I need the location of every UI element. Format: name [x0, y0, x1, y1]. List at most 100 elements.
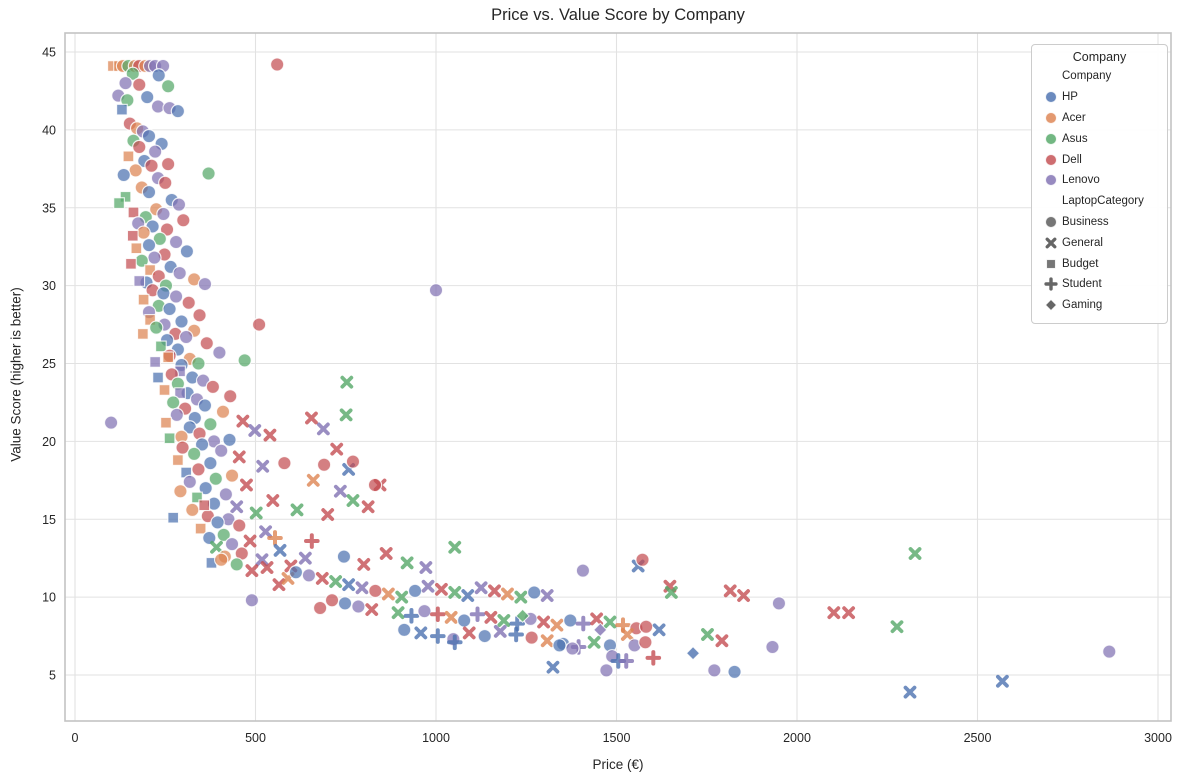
y-tick-label: 40 [42, 123, 56, 137]
scatter-point [229, 557, 244, 572]
legend-item-dell-label: Dell [1062, 153, 1082, 166]
scatter-point [215, 404, 231, 419]
scatter-point [638, 619, 654, 634]
scatter-point [248, 424, 262, 437]
scatter-point [298, 551, 312, 565]
x-tick-label: 2500 [964, 731, 992, 745]
scatter-point [172, 454, 184, 466]
scatter-point [116, 103, 128, 116]
legend-item-general-label: General [1062, 236, 1103, 249]
scatter-point [151, 68, 166, 83]
y-axis-label: Value Score (higher is better) [8, 287, 24, 462]
scatter-point [587, 635, 601, 649]
scatter-point [351, 599, 366, 614]
point-marker [1044, 132, 1058, 145]
scatter-point [277, 455, 292, 471]
scatter-point [515, 608, 530, 624]
scatter-point [397, 622, 412, 638]
scatter-point [244, 593, 260, 608]
diamond-marker-icon [1040, 297, 1062, 313]
scatter-point [147, 250, 162, 265]
legend-item-student: Student [1040, 274, 1159, 295]
scatter-point [461, 589, 475, 602]
scatter-point [158, 175, 173, 191]
scatter-point [1102, 644, 1117, 659]
scatter-point [903, 685, 917, 699]
scatter-point [103, 415, 119, 430]
scatter-point [526, 585, 542, 600]
legend-item-lenovo: Lenovo [1040, 170, 1159, 191]
scatter-point [301, 568, 317, 583]
scatter-point [232, 450, 246, 464]
scatter-point [178, 329, 194, 345]
x-marker-icon [1040, 235, 1062, 251]
legend-item-hp-label: HP [1062, 91, 1078, 104]
scatter-point [182, 474, 197, 490]
legend-item-budget: Budget [1040, 253, 1159, 274]
scatter-point [395, 590, 409, 604]
scatter-point [132, 77, 147, 92]
scatter-point [175, 440, 190, 455]
scatter-point [407, 583, 423, 599]
x-axis-label: Price (€) [592, 757, 644, 772]
scatter-point [173, 484, 188, 499]
scatter-point [160, 156, 176, 172]
scatter-point [141, 184, 157, 200]
scatter-point [537, 615, 550, 629]
scatter-point [723, 584, 737, 598]
scatter-point [126, 229, 139, 242]
legend-item-hp: HP [1040, 87, 1159, 108]
scatter-point [272, 578, 286, 592]
scatter-point [368, 583, 383, 599]
scatter-point [133, 275, 146, 287]
scatter-point [304, 533, 320, 549]
scatter-point [203, 455, 218, 471]
scatter-point [312, 600, 328, 616]
scatter-point [430, 606, 446, 623]
scatter-point [167, 511, 180, 524]
scatter-point [171, 197, 187, 212]
scatter-point [316, 457, 332, 472]
axes-spines [64, 32, 1172, 722]
scatter-point [218, 487, 234, 502]
point-marker [1044, 111, 1058, 125]
scatter-point [340, 375, 354, 389]
scatter-point [214, 552, 229, 567]
circle-marker-icon [1040, 131, 1062, 147]
scatter-point [156, 206, 171, 222]
scatter-point [216, 527, 231, 543]
scatter-point [243, 534, 257, 548]
scatter-point [158, 384, 171, 396]
scatter-point [430, 628, 446, 644]
scatter-point [324, 593, 340, 608]
legend-item-lenovo-label: Lenovo [1062, 174, 1100, 187]
scatter-point [232, 518, 247, 533]
scatter-point [267, 530, 283, 546]
scatter-point [149, 356, 161, 368]
plus-marker-icon [1040, 276, 1062, 292]
scatter-point [620, 628, 634, 641]
scatter-point [256, 459, 270, 473]
scatter-point [113, 197, 125, 209]
scatter-point [330, 442, 344, 456]
scatter-point [130, 242, 143, 255]
scatter-point [191, 491, 203, 504]
scatter-point [212, 345, 227, 360]
scatter-point [199, 336, 214, 351]
scatter-point [152, 231, 168, 247]
scatter-point [367, 477, 383, 493]
scatter-point [462, 626, 476, 640]
scatter-point [448, 540, 462, 554]
scatter-point [237, 353, 252, 368]
scatter-point [165, 395, 181, 410]
scatter-point [908, 547, 922, 560]
scatter-point [156, 286, 171, 301]
scatter-point [599, 663, 614, 678]
scatter-point [119, 190, 132, 203]
scatter-point [191, 356, 206, 371]
scatter-point [255, 553, 269, 567]
scatter-point [160, 416, 172, 429]
scatter-point [448, 586, 462, 599]
scatter-point [197, 398, 213, 413]
